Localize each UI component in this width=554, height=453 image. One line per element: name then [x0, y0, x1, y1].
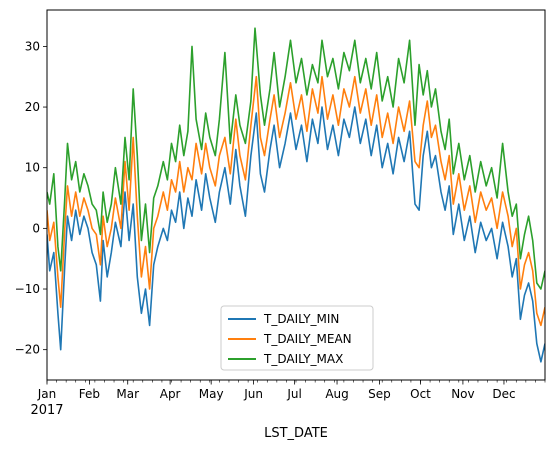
x-tick-label: Jul: [286, 387, 301, 401]
x-tick-label: Oct: [410, 387, 431, 401]
x-tick-label: Jun: [243, 387, 263, 401]
x-axis-title: LST_DATE: [264, 426, 328, 441]
x-tick-label: Nov: [451, 387, 474, 401]
x-tick-label: Mar: [116, 387, 139, 401]
y-tick-label: 0: [32, 221, 40, 235]
legend-box: [220, 305, 374, 371]
legend-label-mean: T_DAILY_MEAN: [263, 332, 352, 346]
x-tick-label: May: [199, 387, 224, 401]
y-tick-label: 20: [25, 100, 40, 114]
y-tick-label: 10: [25, 161, 40, 175]
series-layer: [47, 27, 545, 363]
series-line-min: [47, 106, 545, 363]
x-tick-label: Dec: [492, 387, 515, 401]
axis-layer: −20 −10 0 10 20 30 Jan Feb Mar Apr May Jun Jul Aug Sep…: [15, 39, 546, 401]
x-tick-label: Sep: [368, 387, 391, 401]
x-tick-label: Aug: [325, 387, 348, 401]
x-tick-label: Apr: [160, 387, 181, 401]
legend: T_DAILY_MIN T_DAILY_MEAN T_DAILY_MAX: [220, 305, 374, 371]
y-tick-label: −20: [15, 343, 40, 357]
x-year-label: 2017: [30, 403, 63, 418]
x-tick-label: Jan: [37, 387, 57, 401]
legend-label-max: T_DAILY_MAX: [263, 352, 343, 366]
y-tick-label: 30: [25, 39, 40, 53]
y-tick-label: −10: [15, 282, 40, 296]
legend-label-min: T_DAILY_MIN: [263, 312, 339, 326]
x-tick-label: Feb: [79, 387, 100, 401]
series-line-max: [47, 27, 545, 290]
series-line-mean: [47, 75, 545, 327]
